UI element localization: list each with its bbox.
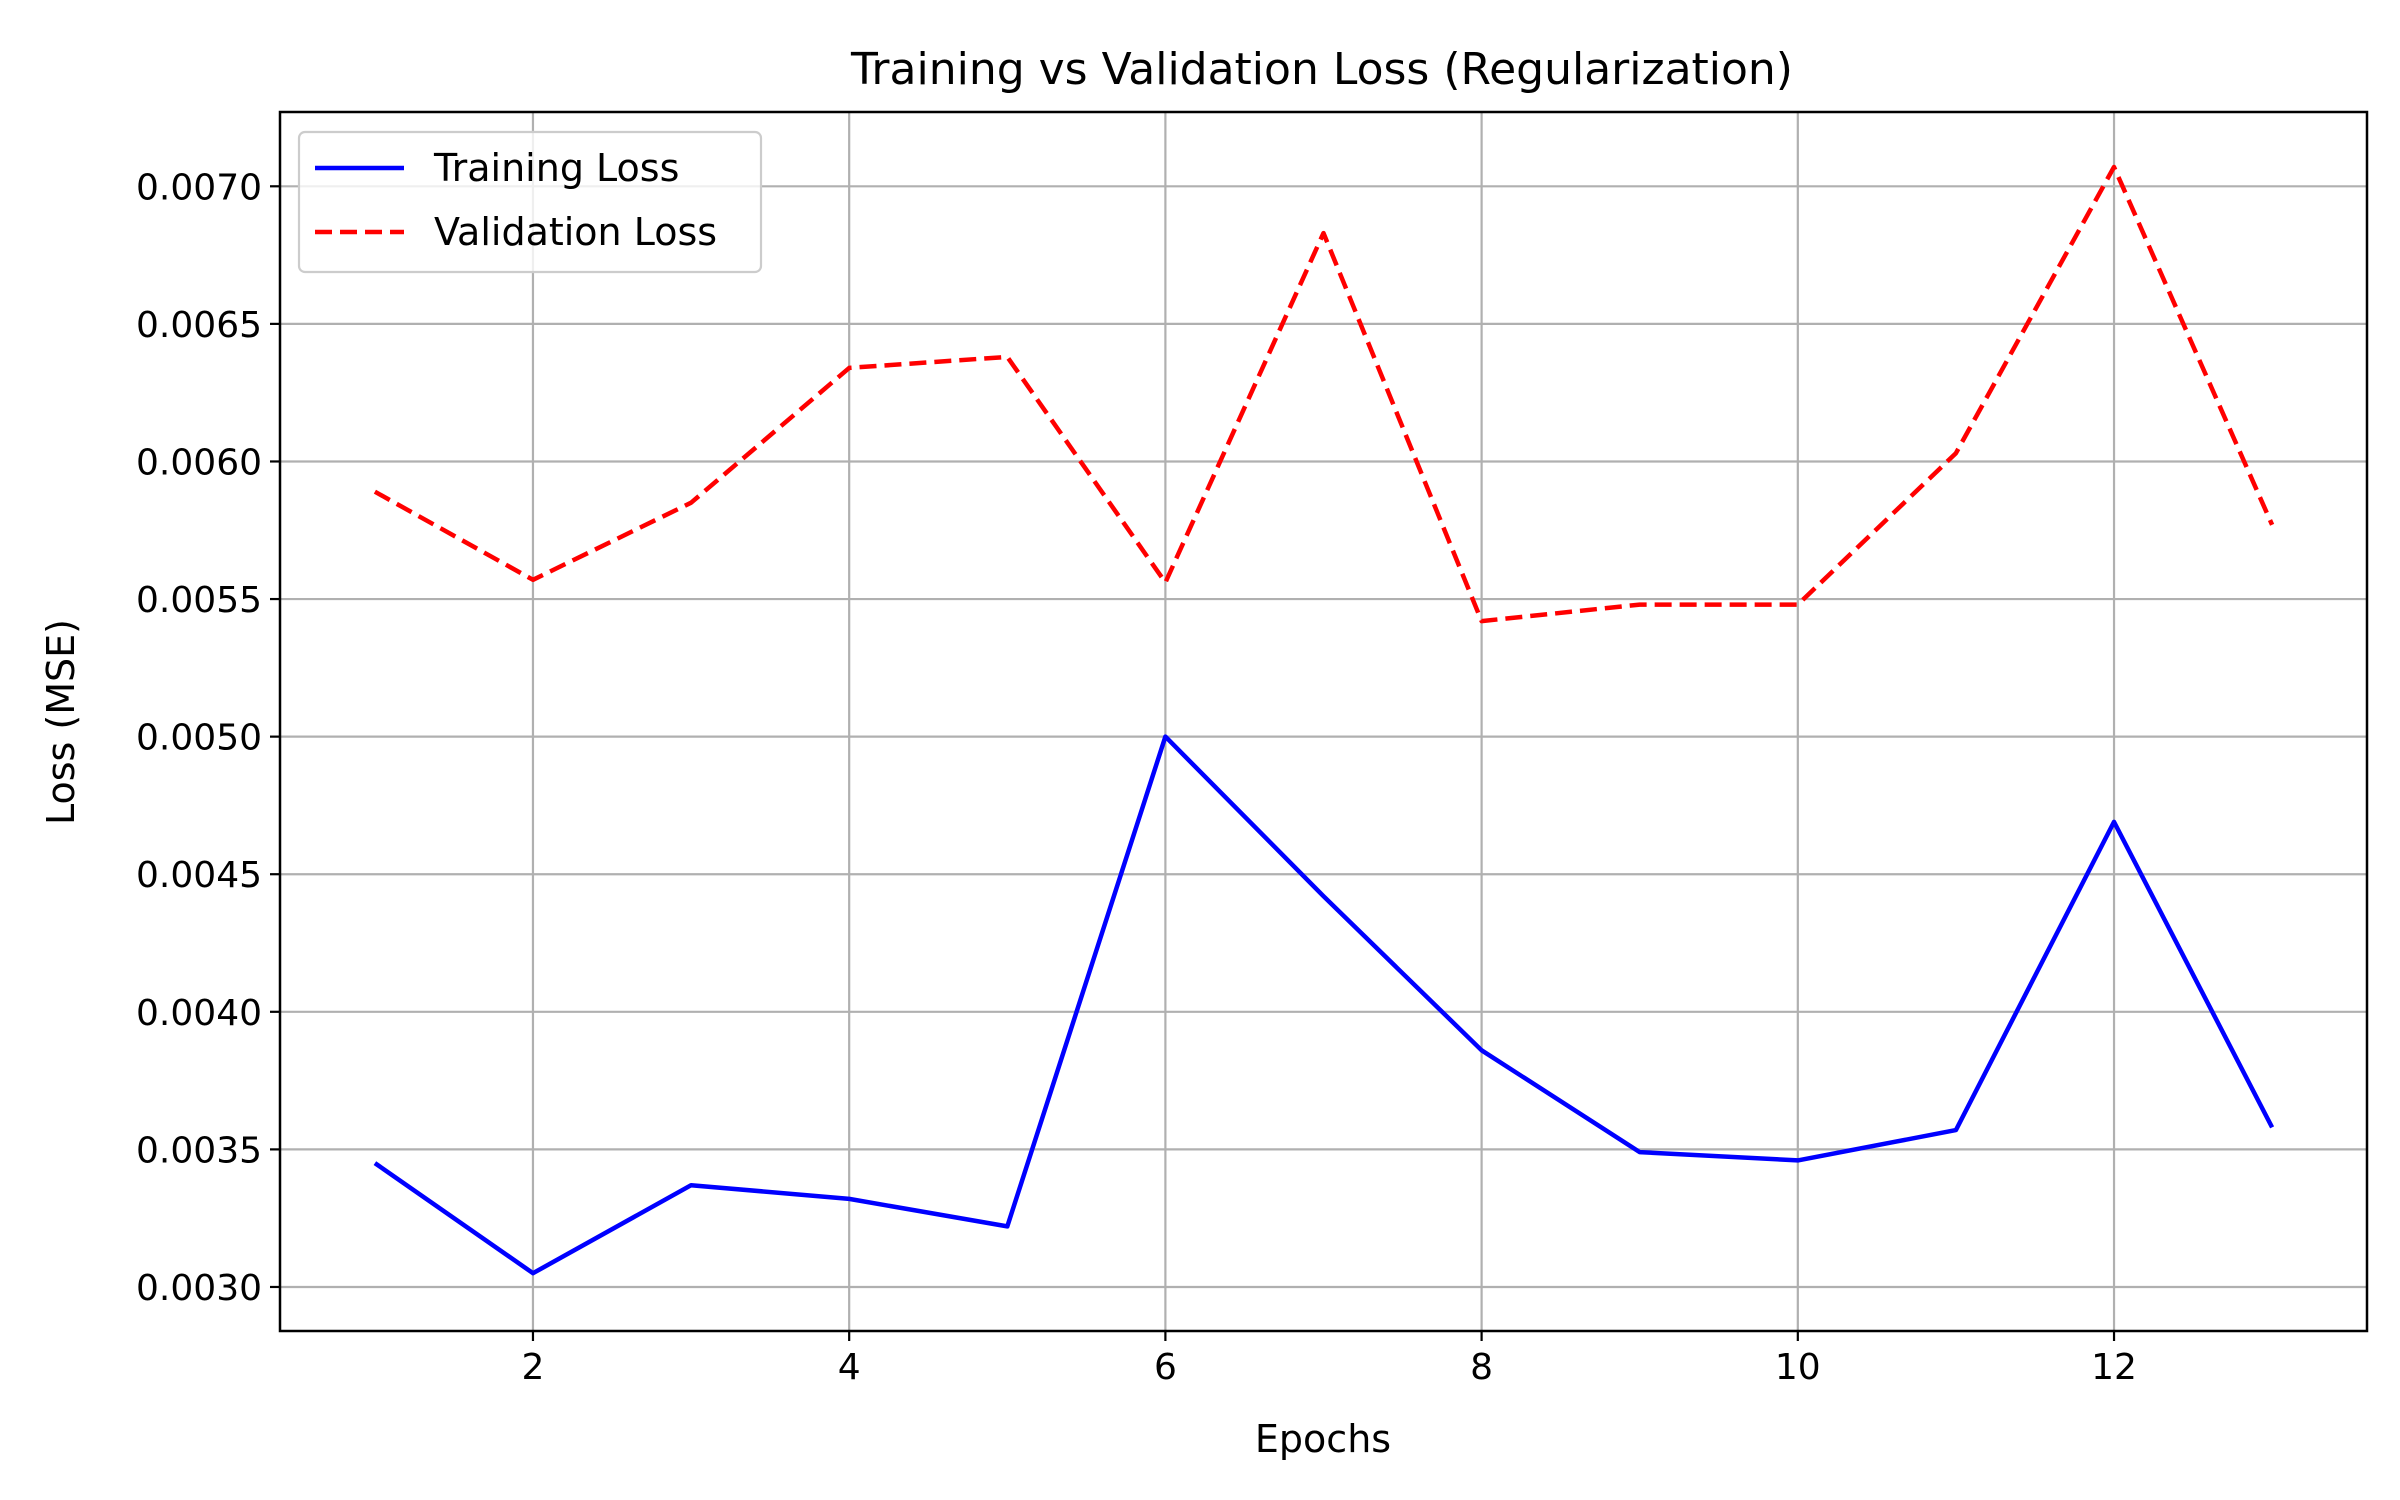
x-tick-label: 2 <box>522 1347 545 1388</box>
y-tick-label: 0.0045 <box>136 855 262 896</box>
y-axis-label: Loss (MSE) <box>39 619 83 825</box>
series-layer <box>373 164 2275 1276</box>
x-axis-label: Epochs <box>1255 1417 1391 1461</box>
legend-label-validation-loss: Validation Loss <box>434 210 717 254</box>
chart-title: Training vs Validation Loss (Regularizat… <box>850 44 1793 95</box>
grid <box>280 112 2367 1331</box>
legend-box <box>297 130 763 274</box>
axis-ticks: 2 4 6 8 10 12 0.0030 0.0035 0.0040 0.0045 0.0050 0.… <box>136 167 2137 1388</box>
plot-frame <box>278 110 2369 1333</box>
x-tick-label: 12 <box>2091 1347 2137 1388</box>
legend-label-training-loss: Training Loss <box>433 146 679 190</box>
y-tick-label: 0.0040 <box>136 993 262 1034</box>
y-tick-label: 0.0065 <box>136 305 262 346</box>
y-tick-label: 0.0060 <box>136 442 262 483</box>
y-tick-label: 0.0070 <box>136 167 262 208</box>
legend: Training Loss Validation Loss <box>297 130 763 274</box>
y-tick-label: 0.0050 <box>136 718 262 759</box>
x-tick-label: 10 <box>1775 1347 1821 1388</box>
series-line-training-loss <box>373 734 2275 1276</box>
x-tick-label: 8 <box>1470 1347 1493 1388</box>
series-line-validation-loss <box>373 164 2275 624</box>
x-tick-label: 4 <box>838 1347 861 1388</box>
y-tick-label: 0.0035 <box>136 1130 262 1171</box>
x-tick-label: 6 <box>1154 1347 1177 1388</box>
y-tick-label: 0.0030 <box>136 1268 262 1309</box>
y-tick-label: 0.0055 <box>136 580 262 621</box>
